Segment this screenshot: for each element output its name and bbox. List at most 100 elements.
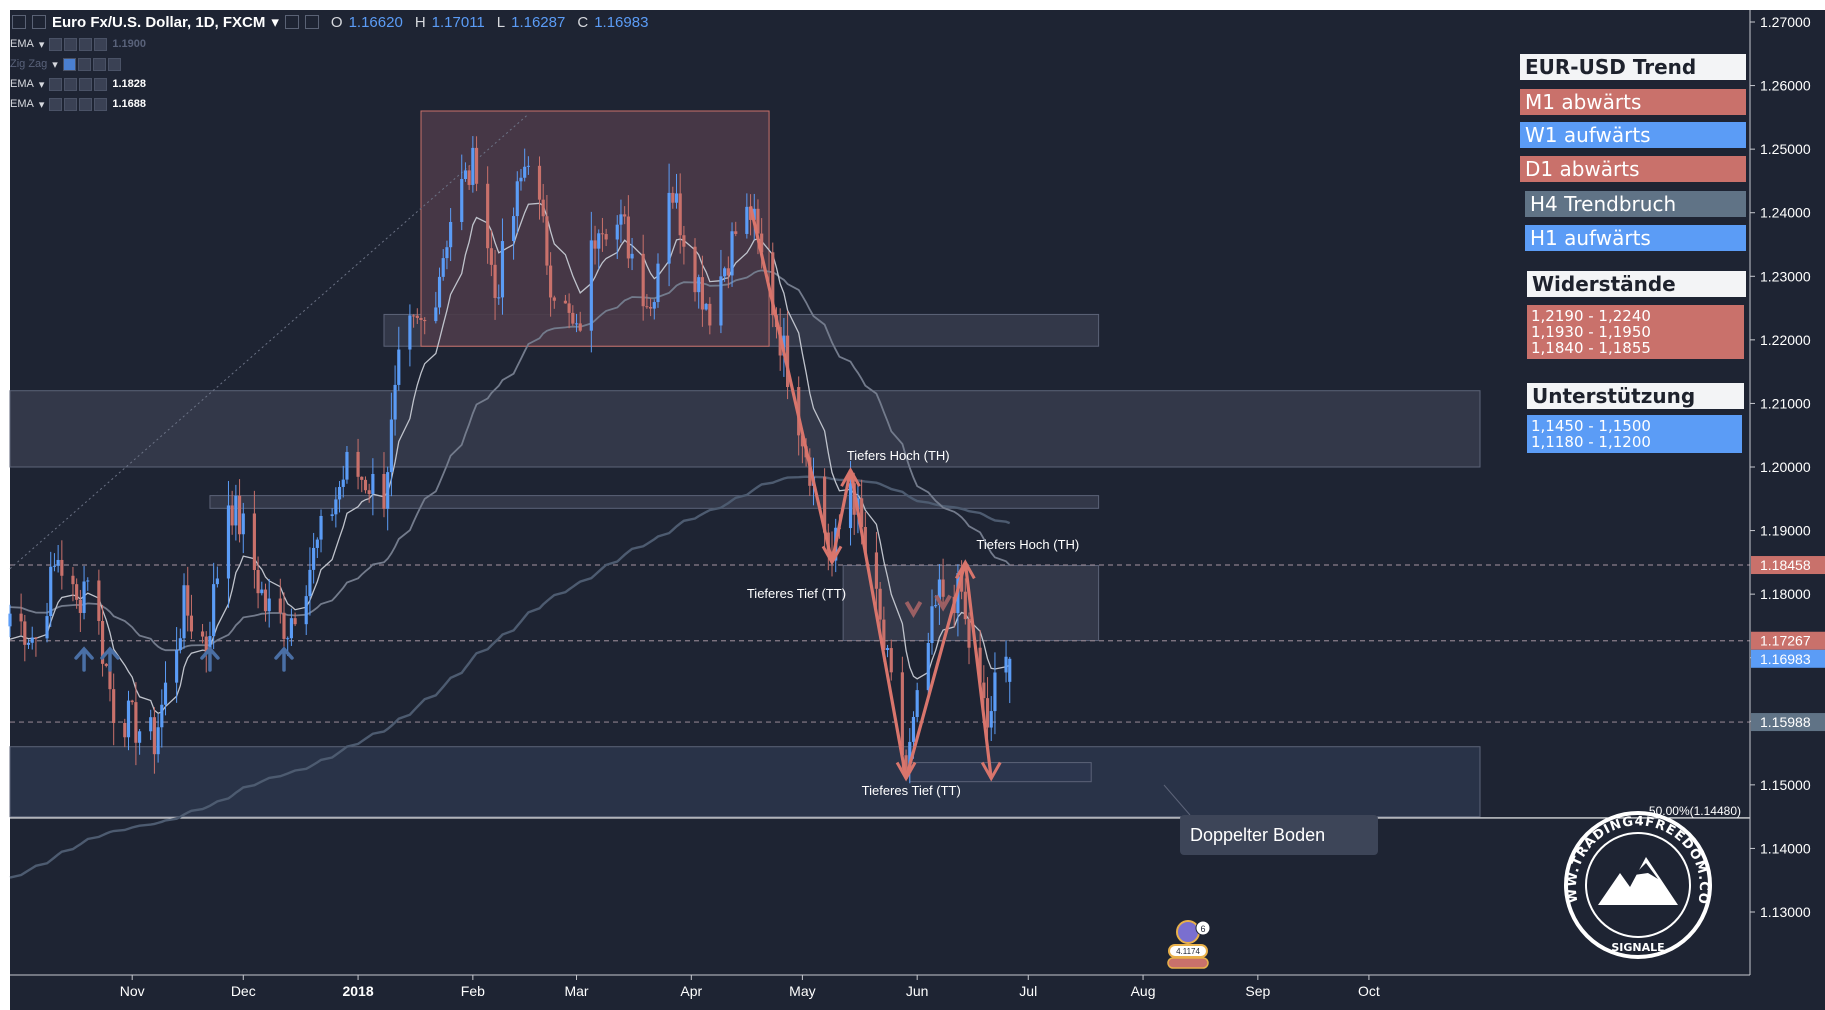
- indicator-row[interactable]: EMA ▾ 1.1828: [10, 75, 146, 93]
- eye-icon[interactable]: [284, 15, 299, 29]
- candle-down: [874, 531, 879, 614]
- candle-down: [263, 583, 268, 622]
- collapse-icon[interactable]: [12, 15, 26, 29]
- candle-up: [445, 240, 449, 270]
- candle-up: [226, 480, 231, 608]
- price-zone: [9, 390, 1481, 468]
- price-marker[interactable]: 1.18458: [1751, 556, 1825, 575]
- candle-body: [49, 566, 53, 617]
- candle-body: [915, 690, 919, 717]
- price-marker[interactable]: 1.15988: [1751, 713, 1825, 732]
- settings-icon[interactable]: [77, 57, 91, 71]
- candle-body: [545, 216, 549, 266]
- annotation-lower-low: Tieferes Tief (TT): [747, 586, 846, 601]
- candle-body: [523, 166, 527, 178]
- add-icon[interactable]: [79, 37, 93, 51]
- candle-down: [552, 295, 556, 309]
- dropdown-icon[interactable]: ▾: [52, 58, 58, 71]
- candle-body: [863, 526, 867, 553]
- candle-body: [678, 193, 682, 236]
- candle-down: [230, 490, 234, 535]
- candle-body: [393, 384, 397, 420]
- dropdown-icon[interactable]: ▾: [38, 38, 45, 51]
- settings-icon[interactable]: [64, 97, 78, 111]
- candle-body: [700, 277, 705, 310]
- dropdown-icon[interactable]: ▾: [38, 98, 45, 111]
- candle-body: [341, 479, 345, 487]
- candle-up: [471, 136, 475, 193]
- add-icon[interactable]: [79, 97, 93, 111]
- price-marker-bg: [1751, 631, 1825, 650]
- indicator-row[interactable]: Zig Zag ▾: [10, 55, 121, 73]
- dropdown-icon[interactable]: ▾: [38, 78, 45, 91]
- candle-body: [152, 717, 156, 755]
- eye-icon[interactable]: [49, 97, 63, 111]
- settings-icon[interactable]: [64, 77, 78, 91]
- indicator-row[interactable]: EMA ▾ 1.1900: [10, 35, 146, 53]
- price-marker[interactable]: 1.17267: [1751, 631, 1825, 650]
- logo-inner-ring: [1585, 832, 1691, 938]
- candle-body: [312, 547, 316, 570]
- events-badge[interactable]: 6 4.1174: [1160, 918, 1220, 973]
- indicator-row[interactable]: EMA ▾ 1.1688: [10, 95, 146, 113]
- candle-down: [423, 317, 427, 335]
- indicator-name[interactable]: EMA: [10, 38, 34, 50]
- eye-icon[interactable]: [49, 77, 63, 91]
- settings-icon[interactable]: [64, 37, 78, 51]
- eye-icon[interactable]: [62, 57, 76, 71]
- candle-body: [267, 598, 271, 612]
- candle-body: [904, 755, 908, 773]
- candle-body: [226, 505, 231, 579]
- indicator-buttons: [49, 37, 108, 51]
- time-tick-label: Jun: [906, 983, 929, 999]
- candle-down: [415, 308, 419, 324]
- time-tick-label: Sep: [1245, 983, 1270, 999]
- close-icon[interactable]: [94, 37, 108, 51]
- close-icon[interactable]: [107, 57, 121, 71]
- plot-background: [10, 10, 1750, 975]
- annotations-layer: Tiefers Hoch (TH) Tiefers Hoch (TH) Tiefer…: [747, 448, 1741, 818]
- add-icon[interactable]: [92, 57, 106, 71]
- candle-up: [260, 581, 264, 596]
- close-icon[interactable]: [94, 77, 108, 91]
- dropdown-icon[interactable]: ▾: [271, 14, 279, 31]
- candle-up: [630, 237, 634, 271]
- candle-up: [656, 253, 660, 308]
- square-icon[interactable]: [32, 15, 46, 29]
- candle-down: [252, 490, 256, 589]
- event-icon[interactable]: [1176, 920, 1200, 944]
- candle-body: [386, 472, 390, 509]
- double-bottom-callout[interactable]: Doppelter Boden: [1180, 815, 1378, 855]
- settings-icon[interactable]: [304, 15, 319, 29]
- symbol-title[interactable]: Euro Fx/U.S. Dollar, 1D, FXCM: [52, 13, 266, 31]
- candle-down: [671, 186, 675, 209]
- low-label: L: [496, 13, 506, 31]
- candle-body: [19, 613, 23, 622]
- indicator-name[interactable]: Zig Zag: [10, 58, 48, 70]
- indicator-name[interactable]: EMA: [10, 78, 34, 90]
- candle-body: [182, 585, 186, 639]
- trend-w1: W1 aufwärts: [1520, 122, 1746, 148]
- price-tick-label: 1.13000: [1760, 904, 1811, 920]
- candle-body: [260, 589, 264, 594]
- indicator-name[interactable]: EMA: [10, 98, 34, 110]
- price-marker[interactable]: 1.16983: [1751, 649, 1825, 668]
- candle-up: [723, 266, 727, 282]
- dashed-levels: [10, 564, 1750, 819]
- price-axis[interactable]: 1.27000 1.26000 1.25000 1.24000 1.23000 1.220…: [1749, 10, 1825, 975]
- time-axis[interactable]: Nov Dec 2018 Feb Mar Apr May Jun Jul Aug Sep Oct: [10, 974, 1750, 999]
- candle-down: [493, 250, 497, 320]
- candle-up: [500, 218, 505, 315]
- candle-down: [549, 252, 553, 317]
- eye-icon[interactable]: [49, 37, 63, 51]
- candle-down: [200, 623, 205, 644]
- add-icon[interactable]: [79, 77, 93, 91]
- candle-body: [208, 636, 212, 653]
- candle-up: [341, 465, 345, 498]
- candle-up: [345, 446, 349, 484]
- candle-body: [874, 552, 879, 589]
- close-icon[interactable]: [94, 97, 108, 111]
- candle-body: [823, 476, 827, 533]
- indicator-value: 1.1900: [112, 38, 147, 50]
